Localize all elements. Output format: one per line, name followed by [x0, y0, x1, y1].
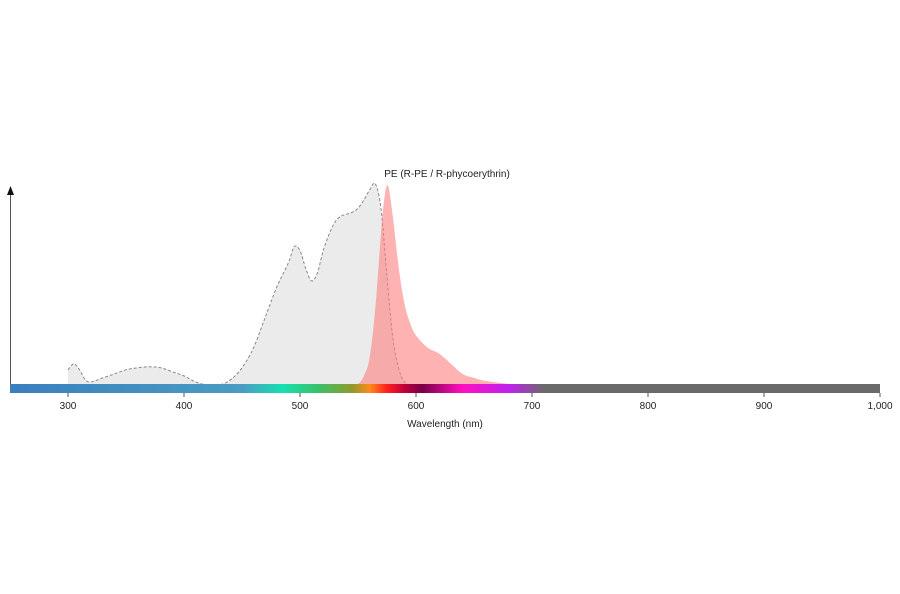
x-axis-ticks: 300 400 500 600 700 800 900 1,000	[60, 393, 893, 412]
x-axis: 300 400 500 600 700 800 900 1,000	[10, 384, 893, 412]
y-axis	[7, 186, 14, 386]
chart-title: PE (R-PE / R-phycoerythrin)	[384, 169, 510, 180]
spectra-areas	[67, 182, 579, 389]
x-axis-title: Wavelength (nm)	[407, 419, 483, 430]
y-axis-arrow-icon	[7, 186, 14, 195]
x-tick-label: 300	[60, 401, 77, 412]
x-tick-label: 400	[176, 401, 193, 412]
emission-area	[346, 185, 579, 388]
x-tick-label: 700	[524, 401, 541, 412]
x-tick-label: 600	[408, 401, 425, 412]
x-tick-label: 500	[292, 401, 309, 412]
x-tick-label: 800	[640, 401, 657, 412]
excitation-area	[68, 183, 416, 388]
wavelength-spectrum-bar	[10, 384, 880, 393]
excitation-outline	[67, 182, 417, 389]
x-tick-label: 900	[756, 401, 773, 412]
x-tick-label: 1,000	[867, 401, 892, 412]
